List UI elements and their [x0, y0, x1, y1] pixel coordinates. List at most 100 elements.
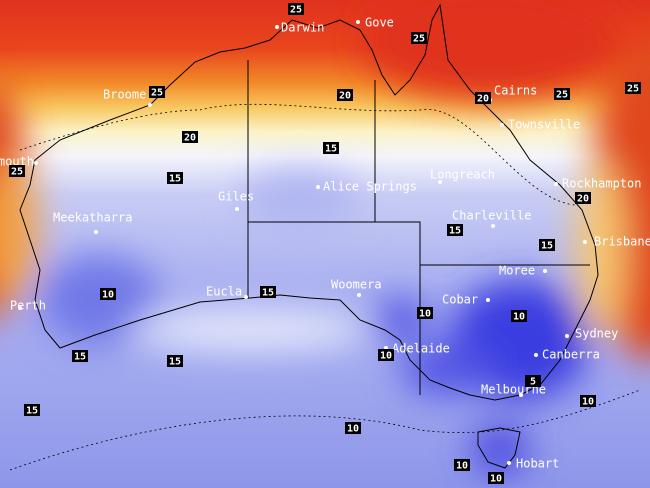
contour-label-box — [167, 172, 183, 184]
city-dot — [18, 306, 22, 310]
city-label: Meekatharra — [53, 211, 132, 225]
contour-label-box — [554, 88, 570, 100]
contour-label-box — [411, 32, 427, 44]
contour-label: 10 — [347, 424, 359, 435]
contour-label: 15 — [541, 241, 553, 252]
city-label: Townsville — [508, 118, 580, 132]
city-label: Longreach — [430, 168, 495, 182]
contour-label-box — [475, 92, 491, 104]
city-dot — [357, 293, 361, 297]
contour-label-box — [378, 349, 394, 361]
city-label: Adelaide — [392, 342, 450, 356]
contour-label: 15 — [169, 174, 181, 185]
contour-label-box — [260, 286, 276, 298]
contour-label: 20 — [184, 133, 196, 144]
contour-label-box — [323, 142, 339, 154]
contour-label-box — [24, 404, 40, 416]
city-label: Cairns — [494, 84, 537, 98]
contour-label: 15 — [325, 144, 337, 155]
city-dot — [519, 393, 523, 397]
isotherms — [9, 103, 641, 471]
contour-label: 25 — [290, 5, 302, 16]
contour-label-box — [454, 459, 470, 471]
contour-label-box — [167, 355, 183, 367]
city-label: Perth — [10, 299, 46, 313]
contour-label-box — [337, 89, 353, 101]
contour-label: 20 — [339, 91, 351, 102]
city-label: Giles — [218, 190, 254, 204]
city-dot — [148, 103, 152, 107]
mainland-outline — [19, 3, 599, 401]
contour-label-box — [417, 307, 433, 319]
city-label: Gove — [365, 16, 394, 30]
city-label: Moree — [499, 264, 535, 278]
contour-label-box — [539, 239, 555, 251]
city-label: Broome — [103, 88, 146, 102]
contour-label-box — [488, 472, 504, 484]
contour-label: 10 — [582, 397, 594, 408]
city-dot — [565, 334, 569, 338]
city-label: Canberra — [542, 348, 600, 362]
city-dot — [275, 25, 279, 29]
contour-label: 10 — [456, 461, 468, 472]
contour-label: 25 — [151, 88, 163, 99]
city-label: Rockhampton — [562, 177, 641, 191]
city-label: Charleville — [452, 209, 531, 223]
contour-labels: 25 25 25 25 25 25 20 20 20 20 15 15 15 15 15 15 15 15 10 10… — [9, 3, 641, 485]
city-label: Brisbane — [594, 235, 650, 249]
city-dot — [244, 295, 248, 299]
city-dot — [34, 161, 38, 165]
city-label: Cobar — [442, 293, 478, 307]
contour-label: 25 — [627, 84, 639, 95]
contour-label: 25 — [413, 34, 425, 45]
city-dot — [534, 353, 538, 357]
city-label: Eucla — [206, 285, 242, 299]
contour-label-box — [72, 350, 88, 362]
contour-label-box — [100, 288, 116, 300]
contour-label: 15 — [26, 406, 38, 417]
contour-label: 10 — [419, 309, 431, 320]
contour-label: 15 — [169, 357, 181, 368]
temperature-field — [0, 0, 650, 475]
contour-label: 10 — [513, 312, 525, 323]
contour-label-box — [525, 375, 541, 387]
contour-label: 10 — [490, 474, 502, 485]
contour-label: 5 — [530, 377, 536, 388]
city-dot — [507, 461, 511, 465]
contour-label: 15 — [74, 352, 86, 363]
city-dot — [316, 185, 320, 189]
contour-label: 10 — [380, 351, 392, 362]
city-dot — [491, 224, 495, 228]
city-label: Darwin — [281, 21, 324, 35]
city-dot — [94, 230, 98, 234]
contour-label-box — [288, 3, 304, 15]
city-dot — [554, 182, 558, 186]
contour-label-box — [9, 165, 25, 177]
city-dot — [583, 240, 587, 244]
contour-label: 20 — [477, 94, 489, 105]
contour-label-box — [447, 224, 463, 236]
contour-label-box — [345, 422, 361, 434]
contour-label-box — [625, 82, 641, 94]
contour-label: 10 — [102, 290, 114, 301]
contour-label-box — [580, 395, 596, 407]
city-label: Woomera — [331, 278, 382, 292]
city-label: Exmouth — [0, 155, 34, 169]
city-dot — [235, 207, 239, 211]
city-label: Sydney — [575, 327, 618, 341]
city-dot — [356, 20, 360, 24]
contour-label: 25 — [11, 167, 23, 178]
contour-label-box — [149, 86, 165, 98]
city-dot — [500, 123, 504, 127]
city-label: Hobart — [516, 457, 559, 471]
contour-label: 15 — [449, 226, 461, 237]
contour-label: 25 — [556, 90, 568, 101]
city-dot — [486, 298, 490, 302]
city-labels: Darwin Gove Broome Cairns Townsville Exmouth A… — [0, 16, 650, 471]
contour-label-box — [182, 131, 198, 143]
city-dot — [438, 180, 442, 184]
city-label: Alice Springs — [323, 180, 417, 194]
contour-label-box — [575, 192, 591, 204]
